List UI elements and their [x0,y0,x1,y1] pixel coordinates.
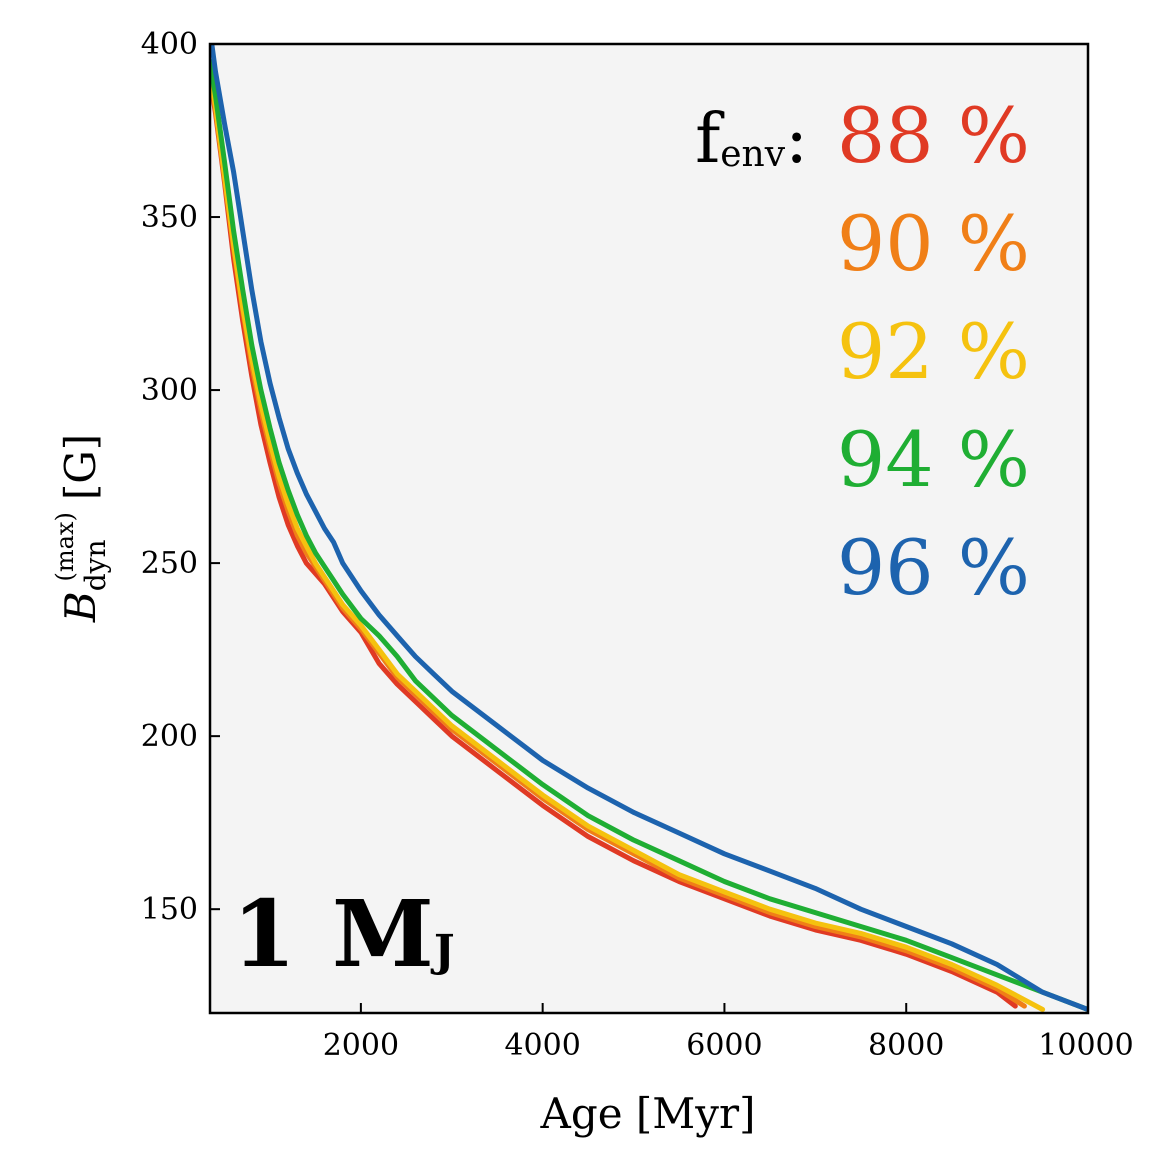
legend-entry-0: 88 % [837,91,1030,180]
y-tick-label: 250 [141,546,198,581]
y-axis-label: Bdyn(max) [G] [51,434,112,623]
y-axis-subscript: dyn [79,540,112,592]
mass-label-number: 1 [232,880,296,988]
legend-entry-4: 96 % [837,523,1030,612]
y-axis-unit: [G] [56,434,105,500]
x-tick-label: 6000 [686,1028,762,1063]
y-tick-label: 400 [141,27,198,62]
series-line-2 [210,69,1046,1012]
legend: 88 % 90 % 92 % 94 % 96 % [837,91,1030,612]
series-line-3 [210,58,1088,1012]
legend-prefix-colon: : [785,100,808,179]
x-axis-label: Age [Myr] [539,1089,755,1138]
y-axis-superscript: (max) [51,512,79,581]
x-tick-label: 8000 [868,1028,944,1063]
ticks-layer: 2000 4000 6000 8000 10000 150 200 250 300 350 400 [141,27,1134,1063]
mass-label: 1 MJ [232,880,455,988]
y-tick-label: 200 [141,719,198,754]
series-line-0 [210,76,1018,1009]
series-line-4 [210,44,1088,1012]
x-tick-label: 4000 [504,1028,580,1063]
legend-prefix-symbol: f [695,100,725,179]
mass-label-unit-subscript: J [430,926,455,977]
y-tick-label: 150 [141,892,198,927]
plot-frame [208,42,1090,1015]
legend-prefix: fenv: [695,100,808,179]
x-tick-label: 2000 [323,1028,399,1063]
legend-entry-1: 90 % [837,199,1030,288]
series-layer [210,44,1088,1012]
y-axis-symbol: B [56,591,105,623]
plot-background [210,44,1088,1013]
legend-entry-3: 94 % [837,415,1030,504]
y-tick-label: 300 [141,373,198,408]
y-tick-label: 350 [141,200,198,235]
mass-label-unit: M [332,880,434,988]
legend-entry-2: 92 % [837,307,1030,396]
x-tick-label: 10000 [1038,1028,1133,1063]
legend-prefix-subscript: env [720,134,785,175]
